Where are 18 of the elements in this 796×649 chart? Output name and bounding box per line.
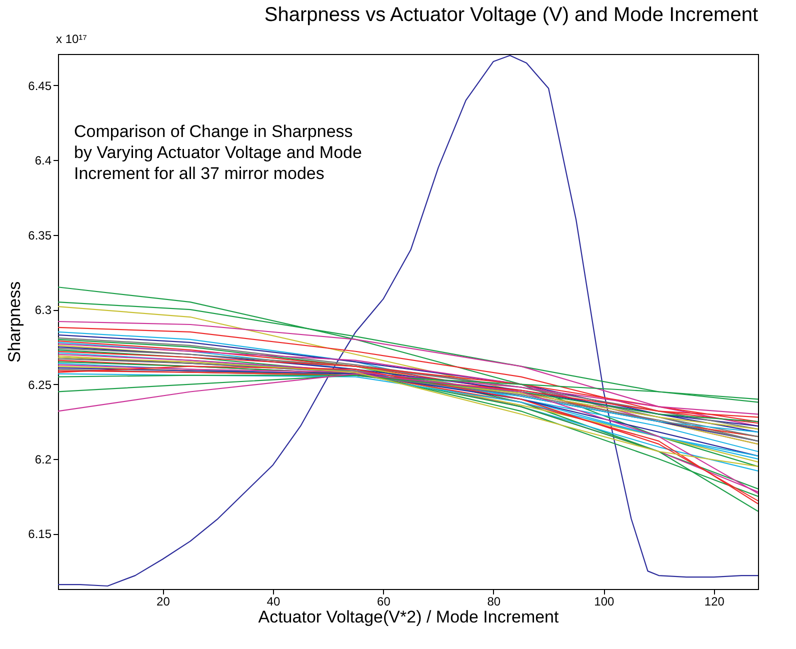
- annotation: Comparison of Change in Sharpness by Varying Actuator Voltage and Mode Increment for all 37 mirror modes: [74, 122, 362, 183]
- y-tick-label: 6.35: [28, 228, 52, 242]
- x-tick-label: 60: [377, 594, 391, 608]
- x-axis-title: Actuator Voltage(V*2) / Mode Increment: [258, 608, 560, 626]
- y-axis-title: Sharpness: [5, 281, 24, 363]
- y-tick-label: 6.15: [28, 527, 52, 542]
- text: x 10¹⁷: [56, 32, 88, 46]
- y-tick-label: 6.45: [28, 78, 52, 93]
- x-tick-label: 20: [156, 594, 170, 608]
- chart-title: Sharpness vs Actuator Voltage (V) and Mode Increment: [264, 4, 758, 26]
- x-tick-label: 120: [704, 594, 725, 608]
- y-tick-label: 6.4: [34, 154, 52, 168]
- y-tick-label: 6.2: [34, 452, 52, 466]
- x-tick-label: 80: [487, 594, 501, 608]
- x-tick-label: 40: [266, 594, 280, 608]
- y-tick-label: 6.25: [28, 378, 52, 392]
- y-tick-label: 6.3: [34, 303, 52, 318]
- x-tick-label: 100: [594, 594, 614, 608]
